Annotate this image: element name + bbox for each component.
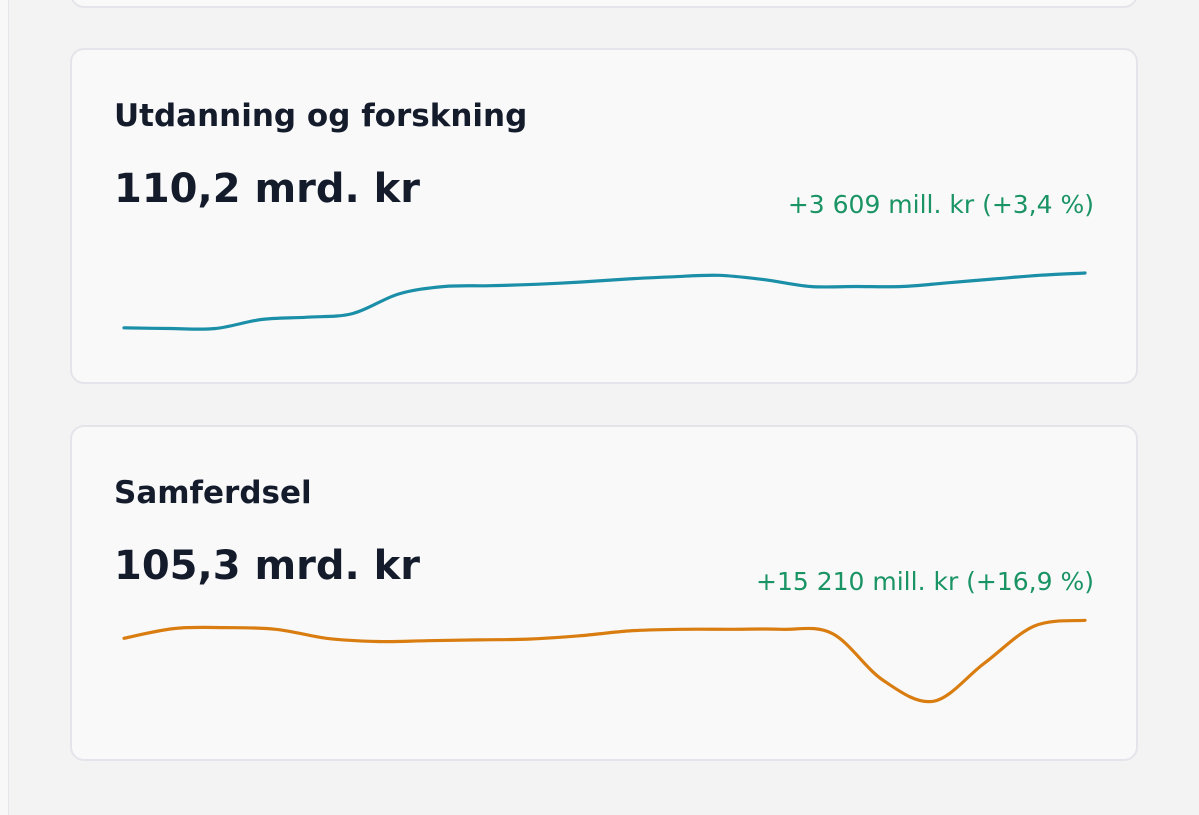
sidebar-edge [0,0,9,815]
card-change: +15 210 mill. kr (+16,9 %) [756,567,1094,596]
card-title: Utdanning og forskning [114,98,528,134]
sparkline-line [122,271,1087,331]
budget-card[interactable]: Samferdsel 105,3 mrd. kr +15 210 mill. k… [70,425,1138,761]
previous-card[interactable] [70,0,1138,8]
card-title: Samferdsel [114,475,312,511]
card-value: 105,3 mrd. kr [114,543,420,589]
sparkline-line [122,618,1087,704]
sparkline-chart [122,618,1087,704]
sparkline-chart [122,271,1087,331]
card-value: 110,2 mrd. kr [114,166,420,212]
budget-card[interactable]: Utdanning og forskning 110,2 mrd. kr +3 … [70,48,1138,384]
card-change: +3 609 mill. kr (+3,4 %) [787,190,1094,219]
